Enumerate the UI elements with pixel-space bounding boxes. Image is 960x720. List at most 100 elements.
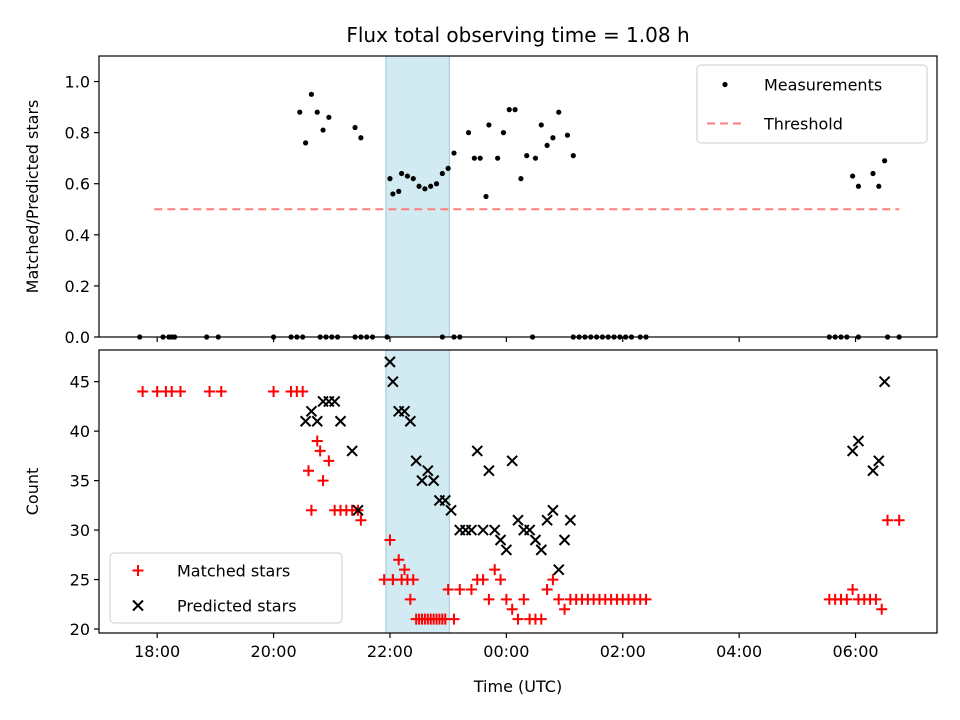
x-tick-label: 06:00 <box>832 642 878 661</box>
data-point <box>137 386 149 398</box>
legend-label: Measurements <box>764 76 882 95</box>
data-point <box>852 435 865 447</box>
data-point <box>352 504 364 517</box>
data-point <box>878 375 891 388</box>
data-point <box>547 574 559 586</box>
data-point <box>448 613 460 625</box>
data-point <box>320 127 326 133</box>
series-predicted-stars <box>299 356 891 576</box>
y-tick-label: 0.0 <box>65 328 90 347</box>
y-axis-title: Count <box>23 468 42 516</box>
data-point <box>314 109 320 115</box>
highlight-band <box>385 349 450 634</box>
data-point <box>518 176 524 182</box>
legend: Measurements Threshold <box>696 64 928 144</box>
data-point <box>384 356 396 368</box>
data-point <box>850 173 856 179</box>
data-point <box>268 386 280 398</box>
data-point <box>334 415 347 427</box>
data-point <box>410 176 416 182</box>
data-point <box>500 544 513 556</box>
data-point <box>893 514 905 526</box>
data-point <box>486 122 492 128</box>
data-point <box>358 135 364 141</box>
data-point <box>323 455 335 467</box>
legend-marker <box>722 81 728 88</box>
data-point <box>308 91 315 97</box>
y-tick-label: 35 <box>70 472 90 491</box>
data-point <box>311 435 323 447</box>
data-point <box>535 613 547 625</box>
legend-marker <box>132 599 144 612</box>
data-point <box>524 153 530 159</box>
data-point <box>428 183 434 189</box>
data-point <box>640 593 652 605</box>
data-point <box>876 603 888 615</box>
data-point <box>174 386 186 398</box>
data-point <box>477 155 483 161</box>
data-point <box>512 613 524 625</box>
data-point <box>512 107 518 113</box>
data-point <box>305 405 318 418</box>
y-tick-label: 45 <box>70 373 90 392</box>
data-point <box>297 109 303 115</box>
data-point <box>399 564 411 576</box>
y-tick-label: 0.8 <box>65 124 90 143</box>
data-point <box>477 574 489 586</box>
y-tick-label: 20 <box>70 620 90 639</box>
highlight-band <box>385 55 450 338</box>
data-point <box>387 176 393 182</box>
data-point <box>422 186 428 192</box>
data-point <box>544 142 550 149</box>
data-point <box>483 593 495 605</box>
data-point <box>870 593 882 605</box>
data-point <box>489 524 501 536</box>
data-point <box>564 514 577 526</box>
chart-title: Flux total observing time = 1.08 h <box>346 23 689 47</box>
data-point <box>867 465 879 477</box>
data-point <box>494 534 507 546</box>
x-tick-label: 00:00 <box>483 642 529 661</box>
data-point <box>346 445 358 457</box>
data-point <box>882 514 894 526</box>
data-point <box>529 534 542 546</box>
data-point <box>553 593 565 605</box>
data-point <box>314 445 326 457</box>
y-tick-label: 0.6 <box>65 175 90 194</box>
data-point <box>547 504 559 517</box>
data-point <box>518 593 530 605</box>
data-point <box>870 170 876 177</box>
top-panel: 0.0 0.2 0.4 0.6 0.8 1.0 Matched/Predicted star… <box>23 55 938 347</box>
data-point <box>442 583 454 595</box>
data-point <box>302 140 309 146</box>
plot-frame <box>98 349 938 634</box>
data-point <box>489 564 501 576</box>
legend-label: Matched stars <box>177 562 290 581</box>
data-point <box>471 445 483 457</box>
data-point <box>454 583 466 595</box>
data-point <box>390 191 396 197</box>
data-point <box>445 504 457 517</box>
data-point <box>500 593 512 605</box>
data-point <box>465 130 472 136</box>
data-point <box>876 183 882 189</box>
data-point <box>433 181 440 187</box>
series-matched-stars <box>137 386 905 625</box>
data-point <box>506 603 518 615</box>
data-point <box>846 445 859 457</box>
data-point <box>558 534 571 546</box>
data-point <box>477 524 489 536</box>
data-point <box>553 563 565 576</box>
data-point <box>355 514 367 526</box>
y-tick-label: 0.2 <box>65 277 90 296</box>
data-point <box>352 124 358 131</box>
data-point <box>215 386 227 398</box>
legend-box <box>109 552 343 624</box>
data-point <box>297 386 309 398</box>
bottom-panel: 20 25 30 35 40 45 18:00 20:00 22:00 00:00 02:00 04:… <box>23 349 938 661</box>
data-point <box>451 150 457 156</box>
data-point <box>523 524 536 536</box>
data-point <box>855 183 862 189</box>
data-point <box>393 554 405 566</box>
data-point <box>404 173 411 179</box>
